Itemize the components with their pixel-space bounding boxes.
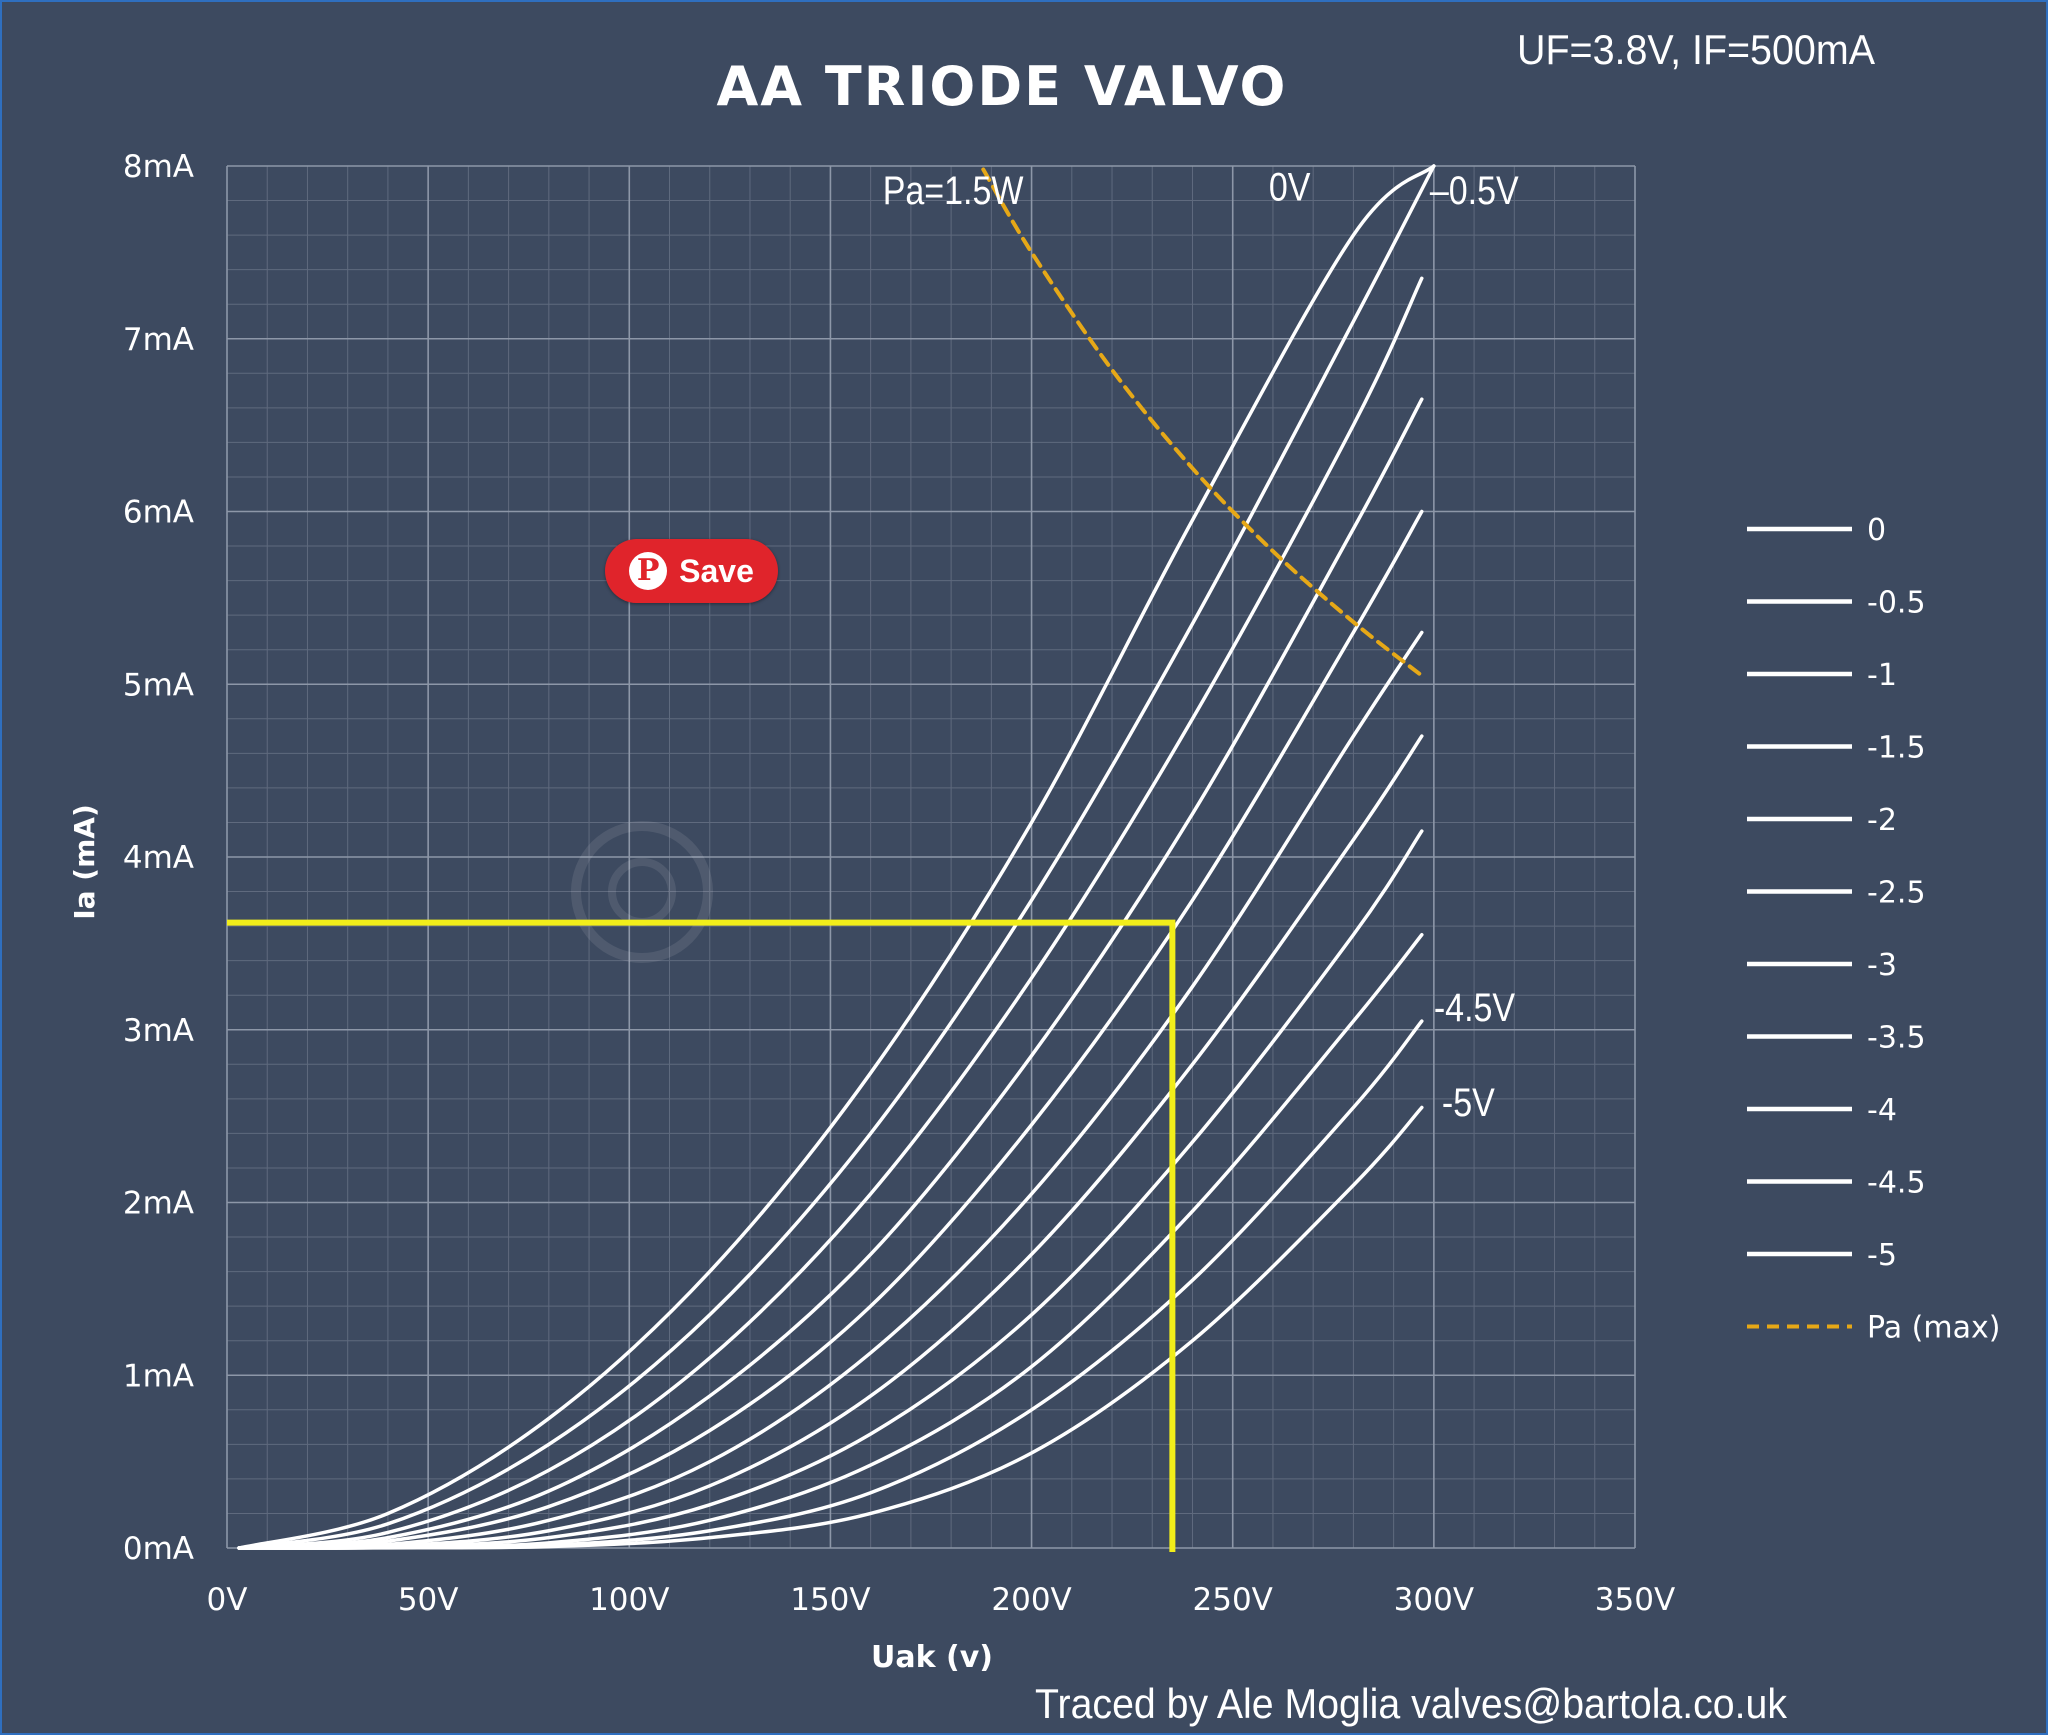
footer-credit: Traced by Ale Moglia valves@bartola.co.u… [1035, 1680, 1788, 1727]
legend-label: -3.5 [1867, 1021, 1926, 1056]
legend: 0 -0.5 -1 -1.5 -2 -2.5 -3 -3.5 -4 -4.5 -5 Pa (max) [1747, 513, 2000, 1346]
y-tick-label: 7mA [123, 322, 194, 358]
x-tick-label: 250V [1193, 1582, 1273, 1618]
y-tick-label: 3mA [123, 1013, 194, 1049]
legend-label: -0.5 [1867, 586, 1926, 621]
y-tick-label: 2mA [123, 1186, 194, 1222]
legend-label: -4 [1867, 1093, 1897, 1128]
pa-max-curve [981, 167, 1424, 678]
plate-curve-line [237, 164, 1436, 1550]
legend-label: 0 [1867, 513, 1886, 548]
legend-label: -1 [1867, 658, 1897, 693]
y-tick-label: 6mA [123, 495, 194, 531]
y-tick-label: 5mA [123, 667, 194, 703]
save-button-label: Save [679, 552, 754, 589]
chart-subtitle: UF=3.8V, IF=500mA [1517, 26, 1875, 73]
y-tick-label: 0mA [123, 1531, 194, 1567]
x-tick-label: 100V [589, 1582, 669, 1618]
x-tick-label: 0V [207, 1582, 248, 1618]
y-axis-label: Ia (mA) [68, 804, 101, 920]
y-tick-label: 4mA [123, 840, 194, 876]
curve-annotation: -4.5V [1434, 984, 1515, 1029]
plate-curve-line [237, 509, 1424, 1550]
pa-max-line [981, 167, 1424, 678]
legend-label: Pa (max) [1867, 1311, 2000, 1346]
x-tick-label: 150V [790, 1582, 870, 1618]
legend-label: -5 [1867, 1238, 1897, 1273]
legend-label: -2 [1867, 803, 1897, 838]
curve-annotations: Pa=1.5W 0V –0.5V -4.5V -5V [883, 164, 1519, 1125]
plate-curves [237, 164, 1436, 1550]
pinterest-save-button[interactable]: P Save [605, 539, 778, 603]
legend-label: -2.5 [1867, 876, 1926, 911]
operating-point-lines [227, 919, 1176, 1552]
legend-label: -3 [1867, 948, 1897, 983]
legend-label: -4.5 [1867, 1166, 1926, 1201]
operating-point-marker [227, 919, 1176, 1552]
curve-annotation: 0V [1269, 164, 1311, 209]
curve-annotation: Pa=1.5W [883, 167, 1024, 212]
plate-curve-line [237, 397, 1424, 1550]
y-tick-label: 8mA [123, 149, 194, 185]
plate-curve-line [237, 1105, 1424, 1550]
plate-curve-line [237, 164, 1436, 1550]
x-axis-label: Uak (v) [871, 1640, 993, 1675]
x-tick-label: 300V [1394, 1582, 1474, 1618]
y-tick-labels: 0mA 1mA 2mA 3mA 4mA 5mA 6mA 7mA 8mA [123, 149, 194, 1567]
x-tick-label: 50V [398, 1582, 459, 1618]
y-tick-label: 1mA [123, 1358, 194, 1394]
plate-curve-line [237, 630, 1424, 1550]
x-tick-label: 350V [1595, 1582, 1675, 1618]
pinterest-icon: P [629, 552, 668, 590]
curve-annotation: -5V [1442, 1079, 1495, 1124]
legend-label: -1.5 [1867, 731, 1926, 766]
x-tick-labels: 0V 50V 100V 150V 200V 250V 300V 350V [207, 1582, 1676, 1618]
curve-annotation: –0.5V [1430, 167, 1519, 212]
x-tick-label: 200V [991, 1582, 1071, 1618]
plate-curve-line [237, 734, 1424, 1550]
chart-title: AA TRIODE VALVO [717, 55, 1288, 118]
plate-curve-line [237, 276, 1424, 1550]
